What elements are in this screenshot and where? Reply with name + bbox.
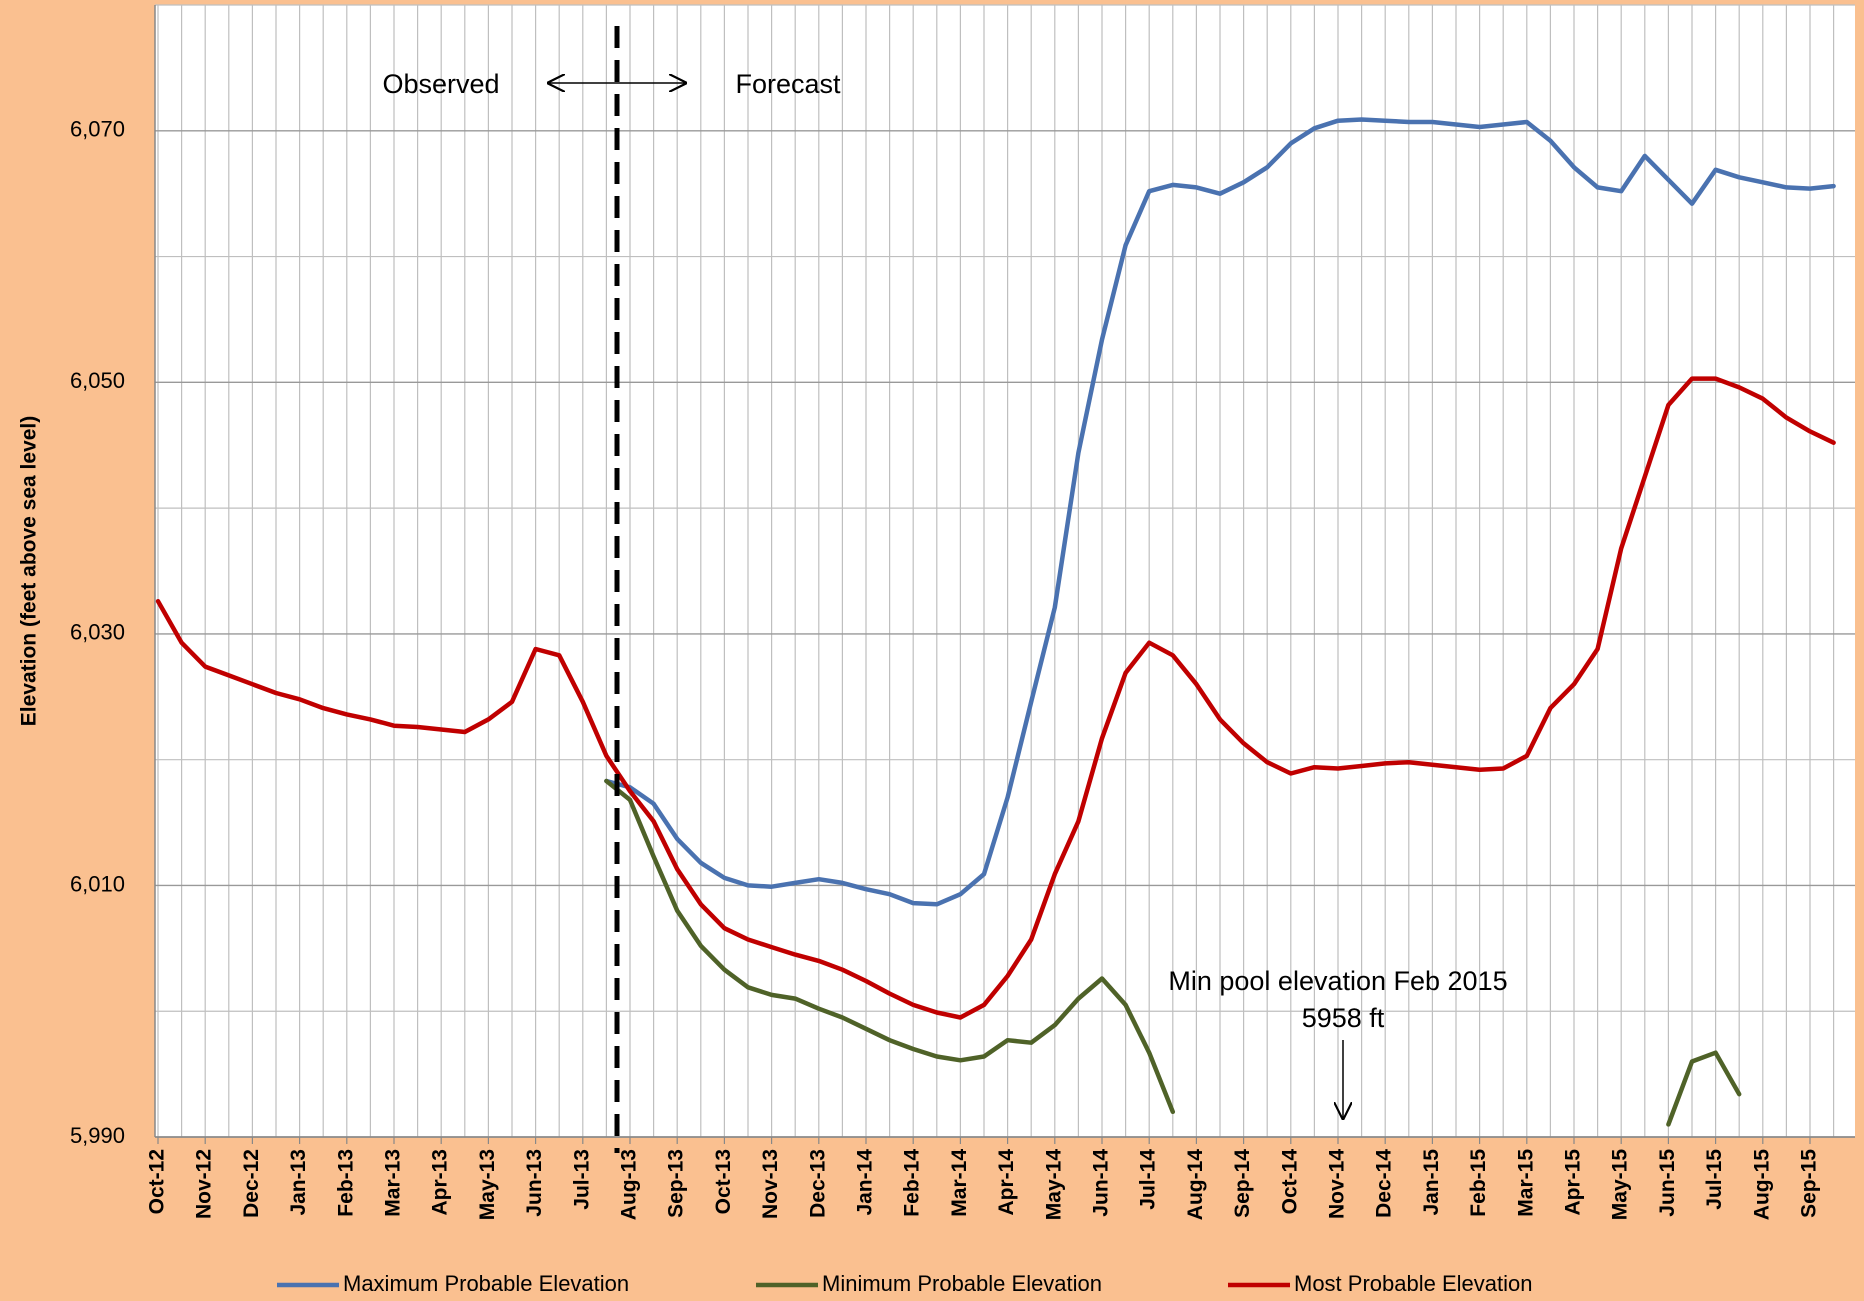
x-tick-label: Jul-15	[1703, 1149, 1726, 1210]
plot-area	[155, 5, 1855, 1137]
x-tick-label: Dec-14	[1373, 1149, 1396, 1218]
x-tick-label: Jul-13	[570, 1149, 593, 1210]
annotation-forecast: Forecast	[735, 69, 841, 99]
x-tick-label: Aug-14	[1184, 1149, 1207, 1220]
y-tick-label: 5,990	[70, 1123, 125, 1148]
x-tick-label: Jun-15	[1656, 1149, 1679, 1217]
x-tick-label: Nov-12	[193, 1149, 216, 1219]
x-tick-label: Jan-15	[1420, 1149, 1443, 1216]
x-tick-label: Jul-14	[1137, 1149, 1160, 1210]
x-tick-label: Feb-13	[334, 1149, 357, 1217]
x-tick-label: Feb-15	[1467, 1149, 1490, 1217]
x-tick-label: Sep-14	[1231, 1149, 1254, 1218]
x-tick-label: Sep-13	[665, 1149, 688, 1218]
x-tick-label: Nov-14	[1326, 1149, 1349, 1219]
legend-label: Maximum Probable Elevation	[343, 1271, 629, 1296]
y-tick-label: 6,010	[70, 871, 125, 896]
x-tick-label: Oct-13	[712, 1149, 735, 1214]
x-tick-label: Dec-13	[806, 1149, 829, 1218]
x-tick-label: Dec-12	[240, 1149, 263, 1218]
annotation-min-pool-value: 5958 ft	[1302, 1003, 1385, 1033]
x-tick-label: Apr-15	[1562, 1149, 1585, 1216]
legend-label: Minimum Probable Elevation	[822, 1271, 1102, 1296]
y-axis-title: Elevation (feet above sea level)	[18, 416, 41, 726]
series-line	[604, 117, 1836, 907]
annotation-observed: Observed	[382, 69, 499, 99]
x-tick-label: Jan-14	[854, 1149, 877, 1216]
x-tick-label: May-13	[476, 1149, 499, 1220]
legend-label: Most Probable Elevation	[1294, 1271, 1532, 1296]
x-tick-label: Oct-14	[1278, 1149, 1301, 1215]
series-line	[155, 376, 1836, 1020]
y-tick-label: 6,030	[70, 620, 125, 645]
x-tick-label: Nov-13	[759, 1149, 782, 1219]
x-tick-label: Aug-15	[1750, 1149, 1773, 1220]
x-tick-label: Mar-13	[382, 1149, 405, 1217]
y-tick-label: 6,070	[70, 117, 125, 142]
x-tick-label: Oct-12	[146, 1149, 169, 1214]
x-tick-label: Mar-15	[1514, 1149, 1537, 1217]
x-tick-label: Jun-13	[523, 1149, 546, 1217]
series-line	[604, 778, 1176, 1115]
x-tick-label: Mar-14	[948, 1149, 971, 1217]
x-tick-label: Sep-15	[1798, 1149, 1821, 1218]
x-tick-label: Apr-13	[429, 1149, 452, 1216]
x-tick-label: Aug-13	[618, 1149, 641, 1220]
x-tick-label: Feb-14	[901, 1149, 924, 1217]
x-tick-label: May-14	[1042, 1149, 1065, 1221]
x-tick-label: Jun-14	[1090, 1149, 1113, 1217]
x-tick-label: May-15	[1609, 1149, 1632, 1221]
annotation-min-pool: Min pool elevation Feb 2015	[1168, 966, 1507, 996]
x-tick-label: Jan-13	[287, 1149, 310, 1216]
series-line	[1666, 1050, 1742, 1127]
x-tick-label: Apr-14	[995, 1149, 1018, 1216]
y-tick-label: 6,050	[70, 368, 125, 393]
